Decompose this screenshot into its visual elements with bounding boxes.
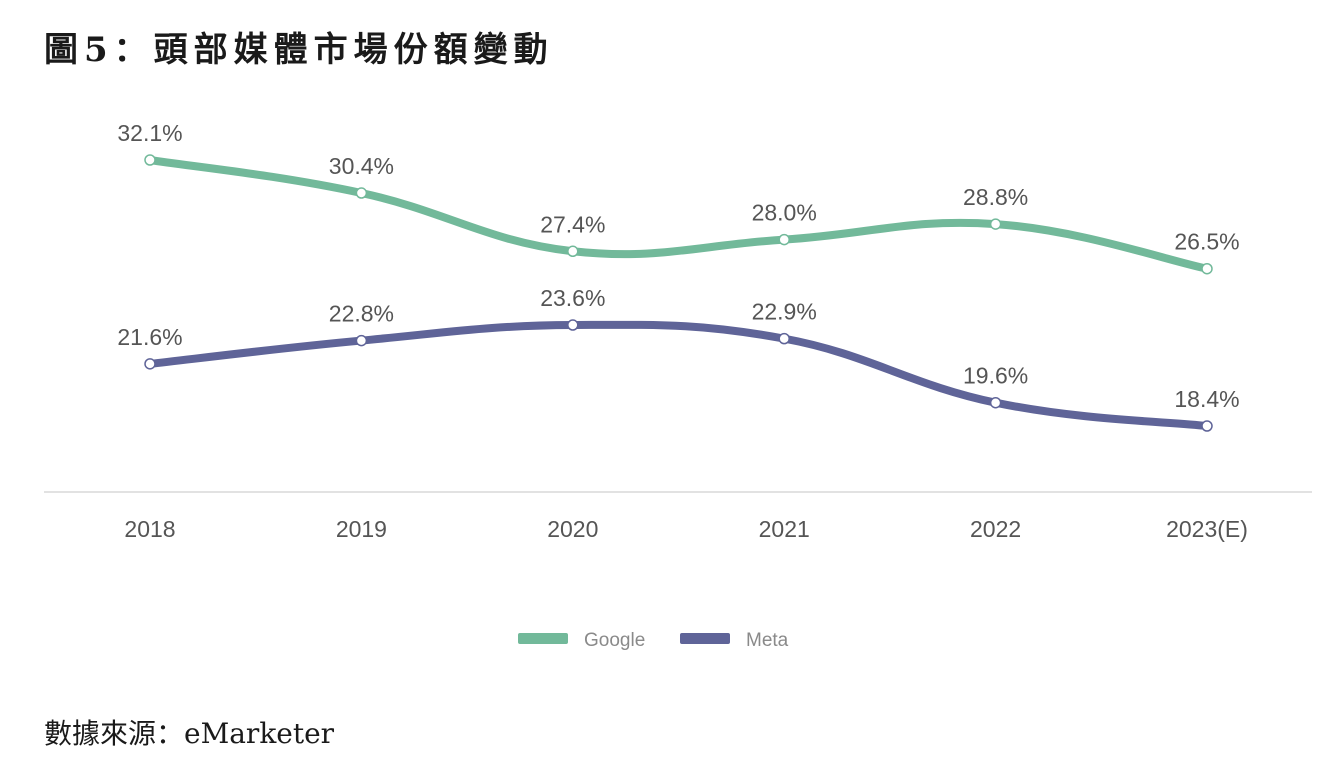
x-tick-label: 2018 — [124, 516, 175, 542]
google-data-label: 30.4% — [329, 153, 394, 179]
meta-line — [146, 320, 1211, 430]
meta-data-label: 19.6% — [963, 363, 1028, 389]
line-chart: 32.1% 30.4% 27.4% 28.0% 28.8% 26.5% 21.6% 22.8%… — [44, 120, 1312, 651]
source-note: 數據來源：eMarketer — [44, 717, 335, 750]
google-line — [146, 156, 1211, 273]
google-point-2019 — [355, 187, 368, 199]
legend-item-meta[interactable]: Meta — [680, 630, 789, 651]
x-tick-label: 2020 — [547, 516, 598, 542]
meta-data-label: 23.6% — [540, 285, 605, 311]
google-point-2023(E) — [1201, 262, 1213, 275]
google-data-label: 32.1% — [117, 120, 182, 146]
legend-swatch-meta — [680, 633, 730, 644]
google-point-2021 — [778, 233, 790, 246]
google-data-label: 26.5% — [1174, 229, 1239, 255]
meta-point-2019 — [355, 334, 368, 347]
meta-point-2022 — [989, 396, 1002, 409]
legend-swatch-google — [518, 633, 568, 644]
legend: Google Meta — [518, 630, 789, 651]
meta-point-2021 — [778, 332, 790, 345]
x-tick-label: 2021 — [759, 516, 810, 542]
google-data-label: 27.4% — [540, 211, 605, 237]
legend-label-meta: Meta — [746, 630, 789, 651]
x-tick-label: 2023(E) — [1166, 516, 1248, 542]
x-tick-label: 2022 — [970, 516, 1021, 542]
google-point-2022 — [989, 218, 1002, 230]
google-point-2020 — [567, 245, 579, 258]
google-data-label: 28.0% — [752, 200, 817, 226]
x-tick-label: 2019 — [336, 516, 387, 542]
meta-point-2020 — [567, 319, 579, 331]
google-point-2018 — [144, 154, 156, 166]
meta-data-label: 22.9% — [752, 299, 817, 325]
x-axis-ticks: 2018 2019 2020 2021 2022 2023(E) — [124, 516, 1248, 542]
meta-series: 21.6% 22.8% 23.6% 22.9% 19.6% 18.4% — [117, 285, 1240, 432]
chart-title: 圖5：頭部媒體市場份額變動 — [44, 30, 554, 70]
meta-data-label: 18.4% — [1174, 386, 1239, 412]
meta-data-label: 21.6% — [117, 324, 182, 350]
legend-item-google[interactable]: Google — [518, 630, 645, 651]
series-layer: 32.1% 30.4% 27.4% 28.0% 28.8% 26.5% 21.6% 22.8%… — [117, 120, 1240, 432]
google-data-label: 28.8% — [963, 184, 1028, 210]
google-series: 32.1% 30.4% 27.4% 28.0% 28.8% 26.5% — [117, 120, 1240, 275]
meta-point-2018 — [144, 358, 156, 370]
meta-point-2023(E) — [1201, 420, 1213, 432]
meta-data-label: 22.8% — [329, 301, 394, 327]
legend-label-google: Google — [584, 630, 645, 651]
